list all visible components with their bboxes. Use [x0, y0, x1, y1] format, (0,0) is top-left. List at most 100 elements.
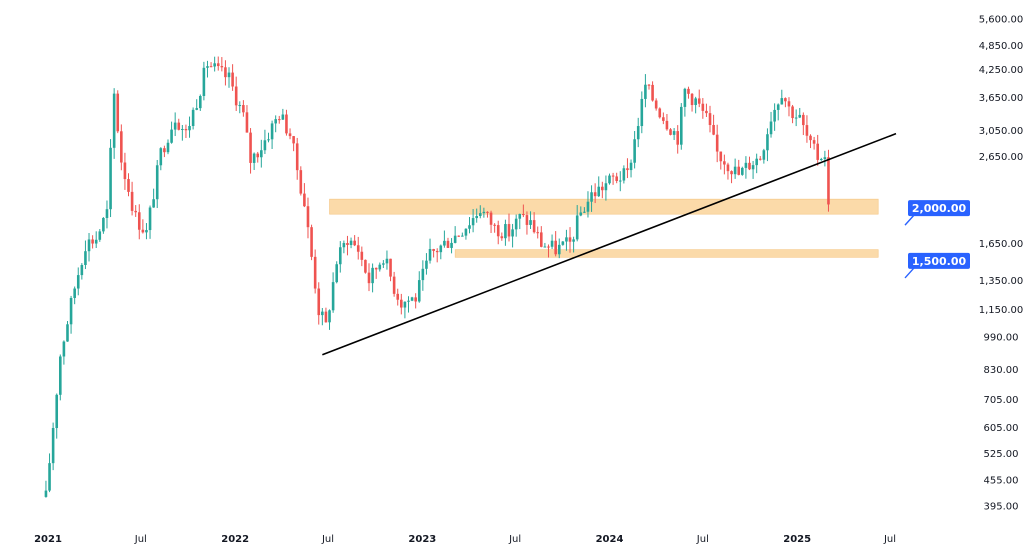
candle: [665, 113, 669, 131]
candle-body: [741, 167, 744, 175]
candle: [471, 209, 475, 233]
candle: [493, 223, 496, 233]
candle-body: [55, 394, 59, 429]
candle: [328, 309, 331, 330]
candle-body: [310, 227, 313, 257]
candle-body: [457, 235, 461, 237]
candle: [683, 87, 687, 117]
candle-body: [173, 122, 177, 130]
candle: [432, 248, 435, 258]
candle-body: [798, 114, 802, 118]
candle-body: [141, 229, 145, 233]
candle: [486, 211, 489, 218]
candle-body: [471, 218, 475, 226]
x-tick-label: 2025: [783, 534, 811, 545]
level-1500: 1,500.00: [904, 252, 970, 279]
y-tick-label: 1,350.00: [979, 276, 1024, 287]
candle: [622, 165, 626, 184]
candle: [216, 56, 220, 71]
candle: [141, 219, 145, 234]
candle: [654, 98, 658, 111]
candle: [798, 107, 802, 119]
candle: [130, 181, 134, 216]
candle: [647, 83, 651, 90]
candle: [310, 224, 313, 261]
candle-body: [475, 216, 478, 219]
candle-body: [263, 140, 267, 151]
candle: [464, 228, 468, 240]
time-axis[interactable]: 2021 Jul 2022 Jul 2023 Jul 2024 Jul 2025 Jul: [34, 534, 896, 545]
candle-body: [611, 175, 615, 177]
candle: [819, 157, 823, 161]
candle-body: [87, 239, 91, 252]
candle: [382, 260, 385, 268]
candle: [414, 293, 417, 309]
candle-body: [816, 143, 819, 160]
candle-body: [626, 168, 629, 171]
candle: [733, 158, 737, 179]
candle-body: [288, 133, 292, 137]
candle: [748, 156, 751, 171]
zone-2000: [329, 198, 879, 215]
candle-body: [84, 251, 87, 266]
candle-body: [604, 183, 608, 191]
candle-body: [572, 239, 575, 242]
x-tick-label: Jul: [321, 534, 334, 545]
candle-body: [385, 258, 389, 264]
candle-body: [769, 121, 773, 135]
candle-body: [331, 282, 335, 311]
candle-body: [651, 84, 654, 101]
candle: [468, 217, 471, 234]
candle: [184, 124, 188, 139]
candle: [658, 107, 662, 119]
candle: [583, 207, 586, 213]
candle-body: [137, 212, 141, 230]
candle: [188, 116, 191, 138]
candle: [109, 139, 112, 218]
candle: [697, 89, 701, 108]
candle: [120, 124, 123, 171]
candle: [80, 263, 84, 280]
candle: [601, 181, 604, 199]
price-axis[interactable]: 395.00 455.00 525.00 605.00 705.00 830.00 990.…: [979, 15, 1024, 513]
candle: [102, 217, 105, 234]
candle: [676, 125, 680, 154]
candle-body: [554, 240, 557, 255]
candle-body: [321, 311, 324, 316]
candle-body: [730, 171, 733, 175]
candle: [349, 237, 353, 249]
candle: [439, 244, 443, 260]
candle-body: [751, 165, 755, 170]
candle-body: [374, 267, 378, 270]
candle: [593, 183, 597, 204]
candle: [611, 172, 615, 185]
candle-body: [44, 490, 48, 497]
candle-body: [134, 210, 137, 213]
candle-body: [715, 134, 719, 152]
candle-body: [105, 209, 109, 218]
candles-layer: [44, 56, 830, 498]
level-badge: [908, 252, 970, 269]
candle-body: [91, 239, 94, 244]
candle-body: [601, 186, 604, 191]
candle: [679, 103, 683, 150]
candle-body: [270, 123, 274, 140]
candle: [640, 91, 644, 134]
x-tick-label: 2021: [34, 534, 62, 545]
candle: [507, 213, 511, 242]
candle: [522, 204, 525, 218]
candle: [127, 173, 130, 197]
candle: [776, 103, 780, 121]
candle-body: [317, 288, 321, 316]
candle-body: [819, 159, 823, 161]
candle-body: [274, 119, 277, 124]
candle-body: [195, 108, 199, 110]
candle: [270, 120, 274, 149]
candle-body: [608, 175, 611, 184]
candle: [461, 232, 464, 237]
candle-body: [127, 179, 130, 192]
candle: [443, 230, 446, 248]
candle-body: [766, 134, 769, 151]
